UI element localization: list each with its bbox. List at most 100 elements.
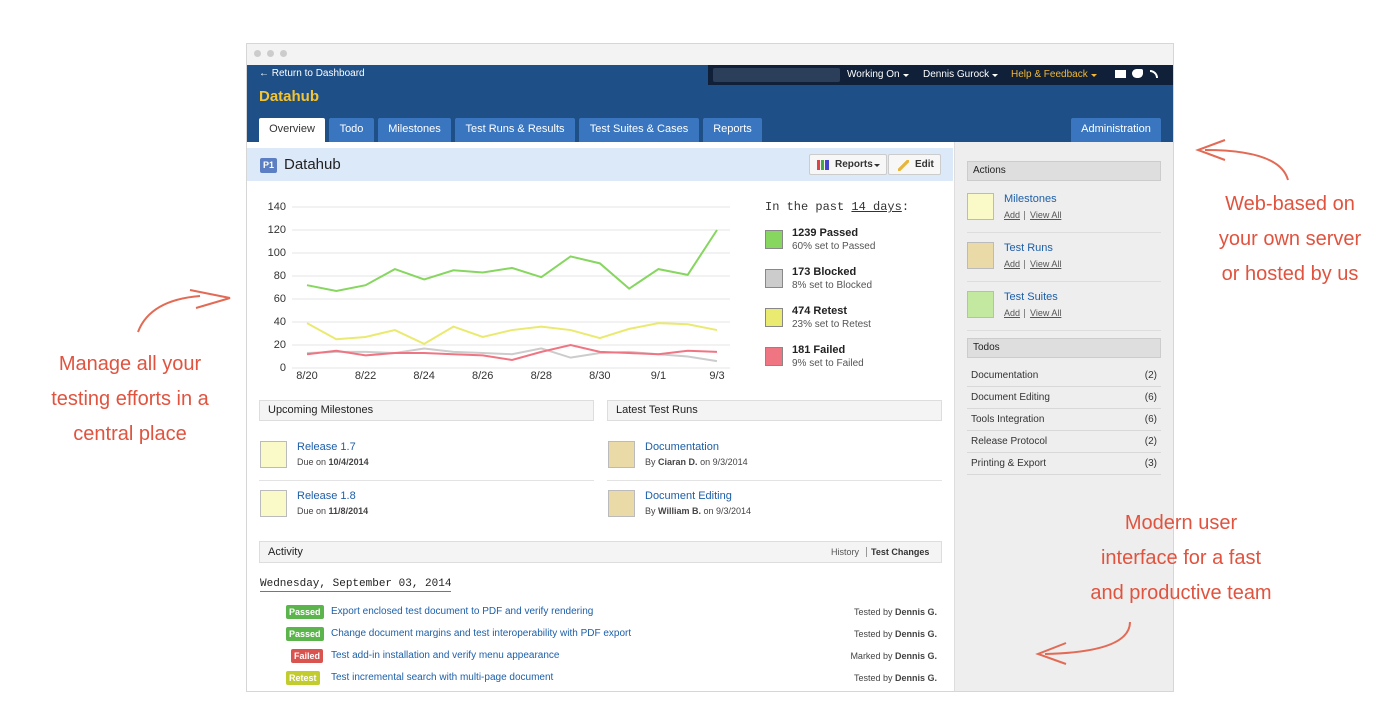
- annotation-line: central place: [73, 423, 187, 445]
- tab[interactable]: Reports: [703, 118, 762, 142]
- legend-period: 14 days: [851, 200, 902, 214]
- meta-user: Dennis G.: [894, 607, 937, 617]
- icon: [817, 160, 829, 170]
- window-dot: [254, 50, 261, 57]
- button-label: Edit: [915, 159, 934, 170]
- tab[interactable]: Test Runs & Results: [455, 118, 575, 142]
- todo-name[interactable]: Documentation: [971, 370, 1039, 381]
- tab[interactable]: Administration: [1071, 118, 1161, 142]
- action-sub[interactable]: View All: [1030, 210, 1062, 220]
- rss-icon[interactable]: [1150, 70, 1158, 78]
- separator: [967, 330, 1161, 331]
- meta-date: 11/8/2014: [328, 506, 369, 516]
- activity-link[interactable]: Test add-in installation and verify menu…: [331, 650, 560, 661]
- search-box[interactable]: [713, 68, 840, 82]
- action-sub[interactable]: View All: [1030, 259, 1062, 269]
- legend-name: Passed: [819, 227, 859, 239]
- meta-date: on 9/3/2014: [700, 457, 748, 467]
- twitter-icon[interactable]: [1132, 69, 1143, 78]
- separator: [607, 480, 942, 481]
- separator: [967, 430, 1161, 431]
- item-link[interactable]: Release 1.8: [297, 490, 356, 502]
- meta-date: 10/4/2014: [328, 457, 369, 467]
- meta-text: Tested by: [853, 629, 893, 639]
- item-swatch: [260, 441, 287, 468]
- mail-icon[interactable]: [1115, 70, 1126, 78]
- todo-count: (2): [1144, 370, 1157, 381]
- button-label: Reports: [835, 159, 873, 170]
- meta-user: Ciaran D.: [658, 457, 698, 467]
- back-link[interactable]: ← Return to Dashboard: [259, 68, 365, 79]
- action-sub[interactable]: Add: [1004, 210, 1021, 220]
- nav-menu[interactable]: Working On: [847, 69, 909, 80]
- nav-menu[interactable]: Dennis Gurock: [923, 69, 999, 80]
- legend-swatch: [765, 269, 783, 288]
- activity-meta: Tested by Dennis G.: [854, 607, 937, 617]
- caret: [1090, 74, 1097, 77]
- sidebar-header: Actions: [967, 161, 1161, 181]
- action-link[interactable]: Test Runs: [1004, 242, 1053, 254]
- meta-text: Due on: [297, 506, 327, 516]
- toolbar-button[interactable]: Reports: [809, 154, 887, 175]
- legend-name: Failed: [813, 344, 846, 356]
- action-link[interactable]: Milestones: [1004, 193, 1057, 205]
- action-sub[interactable]: View All: [1030, 308, 1062, 318]
- tab[interactable]: Test Suites & Cases: [579, 118, 699, 142]
- todo-name[interactable]: Tools Integration: [971, 414, 1045, 425]
- action-link[interactable]: Test Suites: [1004, 291, 1058, 303]
- legend-heading: In the past 14 days:: [765, 200, 909, 214]
- legend-label: 181 Failed: [792, 344, 845, 356]
- tab[interactable]: Overview: [259, 118, 325, 142]
- separator: [967, 232, 1161, 233]
- meta-text: Tested by: [853, 607, 893, 617]
- activity-link[interactable]: Test Changes: [871, 547, 930, 557]
- annotation-line: Web-based on: [1225, 193, 1355, 215]
- legend-note: 8% set to Blocked: [792, 280, 873, 291]
- status-badge: Retest: [286, 671, 320, 685]
- status-badge: Passed: [286, 605, 324, 619]
- legend-label: 474 Retest: [792, 305, 847, 317]
- activity-link[interactable]: Test incremental search with multi-page …: [331, 672, 554, 683]
- activity-meta: Marked by Dennis G.: [850, 651, 937, 661]
- todo-name[interactable]: Document Editing: [971, 392, 1050, 403]
- item-swatch: [260, 490, 287, 517]
- activity-link[interactable]: Export enclosed test document to PDF and…: [331, 606, 594, 617]
- legend-total: 1239: [792, 227, 817, 239]
- todo-count: (3): [1144, 458, 1157, 469]
- nav-menu[interactable]: Help & Feedback: [1011, 69, 1097, 80]
- annotation-line: your own server: [1218, 228, 1362, 250]
- meta-date: on 9/3/2014: [703, 506, 752, 516]
- caret: [992, 74, 999, 77]
- status-badge: Failed: [291, 649, 324, 663]
- meta-text: Marked by: [850, 651, 893, 661]
- legend-total: 474: [792, 305, 811, 317]
- item-meta: By Ciaran D. on 9/3/2014: [645, 457, 748, 467]
- activity-link[interactable]: History: [831, 547, 860, 557]
- item-swatch: [608, 490, 635, 517]
- window-dot: [267, 50, 274, 57]
- item-link[interactable]: Release 1.7: [297, 441, 356, 453]
- meta-user: Dennis G.: [894, 651, 937, 661]
- separator: [967, 386, 1161, 387]
- todo-name[interactable]: Printing & Export: [971, 458, 1047, 469]
- item-link[interactable]: Document Editing: [645, 490, 732, 502]
- legend-note: 23% set to Retest: [792, 319, 871, 330]
- action-sub[interactable]: Add: [1004, 259, 1021, 269]
- tab[interactable]: Milestones: [378, 118, 451, 142]
- tab[interactable]: Todo: [329, 118, 374, 142]
- item-meta: Due on 11/8/2014: [297, 506, 368, 516]
- action-sub[interactable]: Add: [1004, 308, 1021, 318]
- legend-note: 9% set to Failed: [792, 358, 864, 369]
- panel-header: Latest Test Runs: [607, 400, 942, 421]
- activity-link[interactable]: Change document margins and test interop…: [331, 628, 632, 639]
- separator: [967, 281, 1161, 282]
- todo-name[interactable]: Release Protocol: [971, 436, 1048, 447]
- legend-name: Blocked: [813, 266, 857, 278]
- project-badge: P1: [260, 158, 277, 173]
- caret: [874, 164, 880, 167]
- annotation-line: testing efforts in a: [51, 388, 209, 410]
- project-name: Datahub: [259, 88, 319, 105]
- toolbar-button[interactable]: Edit: [888, 154, 941, 175]
- item-link[interactable]: Documentation: [645, 441, 719, 453]
